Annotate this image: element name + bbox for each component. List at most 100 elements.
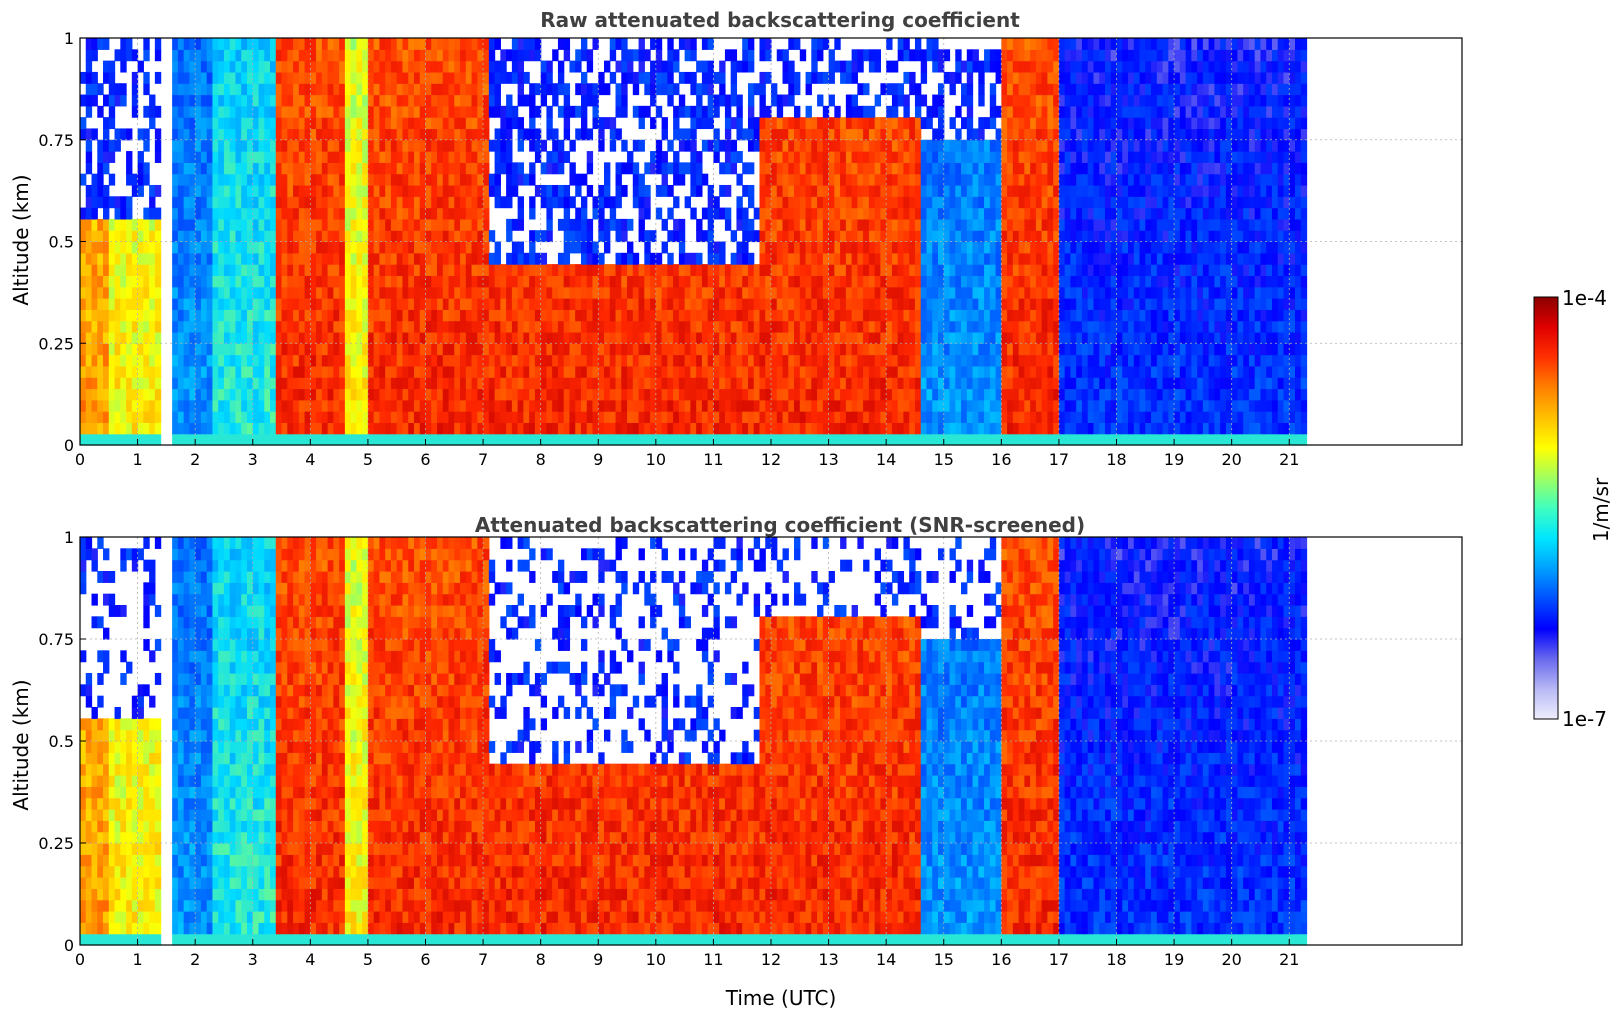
heatmap-cell (546, 411, 553, 423)
heatmap-cell (713, 196, 720, 209)
heatmap-cell (845, 320, 853, 333)
heatmap-cell (655, 151, 663, 163)
heatmap-cell (937, 422, 945, 435)
heatmap-cell (828, 184, 835, 197)
heatmap-cell (200, 128, 208, 141)
heatmap-cell (344, 399, 352, 412)
heatmap-cell (183, 139, 191, 152)
heatmap-cell (805, 241, 812, 254)
heatmap-cell (385, 94, 392, 107)
heatmap-cell (471, 343, 478, 356)
heatmap-cell (667, 343, 674, 356)
heatmap-cell (183, 151, 191, 163)
heatmap-cell (949, 207, 956, 220)
heatmap-cell (586, 320, 594, 333)
heatmap-cell (661, 83, 668, 96)
heatmap-cell (223, 264, 231, 277)
heatmap-cell (966, 184, 974, 197)
heatmap-cell (771, 117, 778, 130)
heatmap-cell (114, 139, 121, 152)
heatmap-cell (218, 71, 225, 84)
heatmap-cell (339, 105, 346, 118)
heatmap-cell (212, 320, 219, 333)
heatmap-cell (402, 173, 409, 186)
heatmap-cell (425, 94, 432, 107)
heatmap-cell (241, 388, 248, 401)
heatmap-cell (978, 275, 985, 288)
heatmap-cell (880, 252, 887, 265)
heatmap-cell (592, 117, 599, 130)
heatmap-cell (955, 411, 962, 423)
heatmap-cell (126, 377, 133, 390)
heatmap-cell (483, 117, 490, 130)
heatmap-cell (632, 286, 640, 299)
heatmap-cell (356, 128, 363, 141)
heatmap-cell (949, 117, 956, 130)
heatmap-cell (229, 230, 237, 243)
heatmap-cell (293, 309, 300, 322)
heatmap-cell (667, 309, 674, 322)
heatmap-cell (114, 298, 121, 310)
heatmap-cell (863, 162, 870, 175)
heatmap-cell (615, 411, 622, 423)
heatmap-cell (373, 298, 381, 310)
heatmap-cell (246, 60, 254, 73)
heatmap-cell (903, 105, 910, 118)
heatmap-cell (690, 264, 697, 277)
heatmap-cell (932, 433, 939, 446)
heatmap-cell (235, 343, 242, 356)
heatmap-cell (690, 105, 697, 118)
heatmap-cell (632, 411, 640, 423)
heatmap-cell (644, 354, 651, 367)
heatmap-cell (794, 173, 801, 186)
heatmap-cell (696, 411, 703, 423)
heatmap-cell (356, 320, 363, 333)
heatmap-cell (304, 298, 311, 310)
heatmap-cell (604, 411, 611, 423)
heatmap-cell (488, 411, 496, 423)
heatmap-cell (223, 139, 231, 152)
heatmap-cell (799, 173, 807, 186)
heatmap-cell (442, 286, 450, 299)
heatmap-cell (690, 411, 697, 423)
heatmap-cell (598, 433, 605, 446)
heatmap-cell (241, 422, 248, 435)
heatmap-cell (362, 411, 369, 423)
heatmap-cell (149, 117, 156, 130)
heatmap-cell (517, 422, 524, 435)
heatmap-cell (730, 343, 738, 356)
heatmap-cell (339, 275, 346, 288)
heatmap-cell (477, 411, 484, 423)
heatmap-cell (851, 49, 858, 62)
heatmap-cell (972, 173, 979, 186)
heatmap-cell (471, 38, 478, 50)
heatmap-cell (880, 162, 887, 175)
heatmap-cell (834, 173, 841, 186)
heatmap-cell (246, 354, 254, 367)
heatmap-cell (742, 218, 749, 231)
heatmap-cell (920, 343, 928, 356)
heatmap-cell (506, 252, 513, 265)
heatmap-cell (241, 49, 248, 62)
heatmap-cell (805, 298, 812, 310)
heatmap-cell (126, 354, 133, 367)
heatmap-cell (246, 377, 254, 390)
heatmap-cell (321, 433, 329, 446)
heatmap-cell (540, 162, 548, 175)
heatmap-cell (483, 252, 490, 265)
heatmap-cell (621, 286, 628, 299)
heatmap-cell (932, 94, 939, 107)
heatmap-cell (903, 388, 910, 401)
heatmap-cell (379, 411, 386, 423)
heatmap-cell (909, 71, 916, 84)
heatmap-cell (580, 411, 588, 423)
heatmap-cell (218, 173, 225, 186)
heatmap-cell (131, 230, 139, 243)
heatmap-cell (511, 218, 519, 231)
heatmap-cell (655, 388, 663, 401)
heatmap-cell (805, 252, 812, 265)
heatmap-cell (580, 309, 588, 322)
heatmap-cell (483, 354, 490, 367)
heatmap-cell (356, 38, 363, 50)
heatmap-cell (834, 309, 841, 322)
